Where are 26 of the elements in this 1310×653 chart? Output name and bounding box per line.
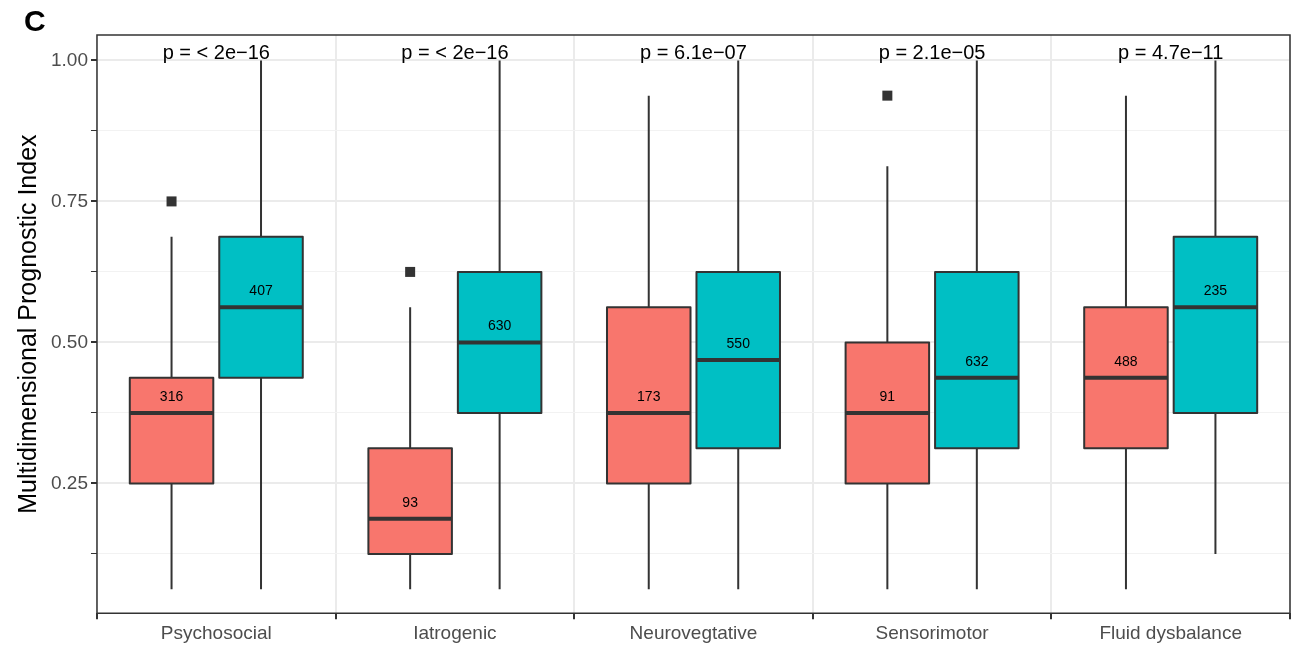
x-tick-label: Sensorimotor bbox=[875, 621, 990, 643]
x-tick-label: Iatrogenic bbox=[413, 621, 497, 643]
text: 630 bbox=[487, 317, 512, 334]
x-tick-label: Neurovegtative bbox=[629, 621, 758, 643]
x-tick-label: Fluid dysbalance bbox=[1099, 621, 1242, 643]
text: 488 bbox=[1114, 352, 1138, 369]
text: 173 bbox=[637, 387, 661, 404]
text: 550 bbox=[726, 334, 750, 351]
y-tick-label: 0.50 bbox=[51, 330, 88, 352]
text: 316 bbox=[159, 387, 184, 404]
annotation: p = < 2e−16 bbox=[162, 40, 270, 63]
text: 632 bbox=[965, 352, 989, 369]
text: 93 bbox=[402, 493, 418, 510]
text: 407 bbox=[249, 282, 273, 299]
text: C bbox=[24, 4, 46, 38]
annotation: p = < 2e−16 bbox=[401, 40, 509, 63]
text: 235 bbox=[1203, 282, 1228, 299]
annotation: p = 4.7e−11 bbox=[1118, 40, 1224, 63]
y-tick-label: 0.75 bbox=[51, 189, 88, 211]
annotation: p = 2.1e−05 bbox=[878, 40, 986, 63]
y-axis-title: Multidimensional Prognostic Index bbox=[12, 133, 41, 514]
text: 91 bbox=[879, 387, 896, 404]
y-tick-label: 0.25 bbox=[51, 471, 88, 493]
x-tick-label: Psychosocial bbox=[160, 621, 272, 643]
annotation: p = 6.1e−07 bbox=[640, 40, 747, 63]
y-tick-label: 1.00 bbox=[51, 48, 88, 70]
